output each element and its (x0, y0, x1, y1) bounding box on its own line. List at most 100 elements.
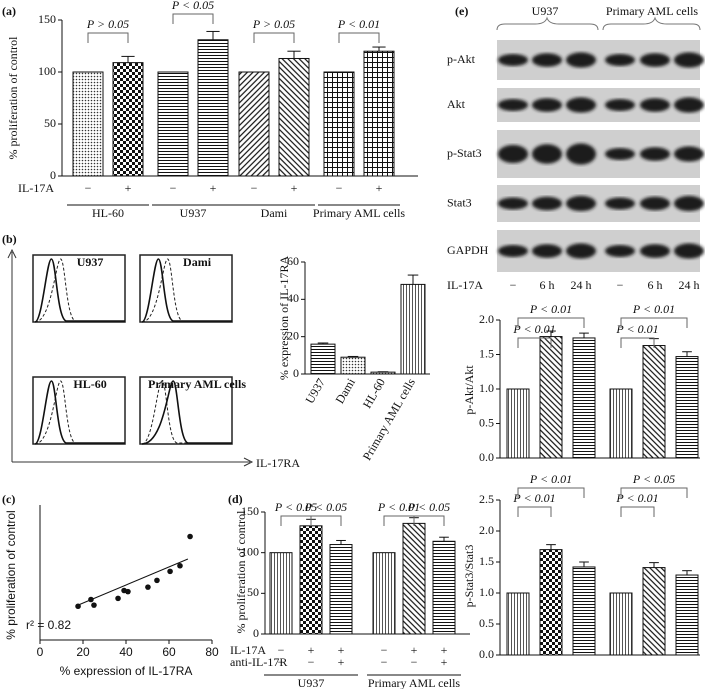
y-tick-label: 0 (253, 626, 259, 640)
blot-band (566, 97, 596, 113)
bar (642, 567, 666, 656)
x-tick-label: 80 (205, 645, 219, 659)
bar (642, 345, 666, 459)
bar (572, 566, 596, 656)
point (91, 602, 97, 608)
bar (363, 50, 395, 177)
bar (323, 71, 355, 177)
point (88, 596, 94, 603)
y-axis-label: p-Stat3/Stat3 (462, 545, 476, 608)
significance: P > 0.05 (86, 17, 129, 31)
condition: + (210, 181, 217, 195)
significance: P < 0.01 (337, 17, 380, 31)
histogram-frame (139, 376, 233, 445)
y-tick-label: 150 (241, 504, 259, 518)
blot-band (674, 97, 704, 113)
histogram-frame (139, 254, 233, 323)
protein-label: p-Stat3 (447, 146, 482, 160)
treatment: 24 h (571, 278, 592, 292)
bracket (172, 13, 214, 24)
blot-band (640, 53, 670, 67)
condition: − (278, 655, 285, 669)
significance: P < 0.05 (304, 500, 347, 514)
y-axis-label: % proliferation of control (4, 510, 18, 639)
blot-band (566, 143, 596, 165)
protein-label: GAPDH (447, 243, 489, 257)
y-tick-label: 2.0 (479, 312, 494, 326)
y-tick-label: 100 (241, 544, 259, 558)
bar (609, 388, 633, 459)
point (115, 595, 121, 602)
flow-y-axis (7, 248, 17, 462)
condition: − (411, 655, 418, 669)
condition-label: IL-17A (18, 181, 54, 195)
group-label: HL-60 (92, 206, 124, 220)
y-tick-label: 0.5 (479, 415, 494, 429)
brace (496, 16, 599, 31)
y-tick-label: 2.0 (479, 523, 494, 537)
bracket (280, 515, 312, 526)
significance: P < 0.01 (512, 491, 555, 505)
blot-band (640, 244, 670, 258)
condition: + (125, 181, 132, 195)
y-tick-label: 100 (38, 64, 56, 78)
bar (609, 592, 633, 656)
y-tick-label: 1.0 (479, 585, 494, 599)
blot-band (605, 197, 635, 210)
condition: − (85, 181, 92, 195)
bar (197, 39, 229, 177)
panel-label: (b) (2, 232, 17, 246)
significance: P < 0.05 (632, 472, 675, 486)
flow-x-axis (12, 457, 254, 467)
point (154, 577, 160, 584)
bracket (338, 32, 380, 43)
blot-band (498, 99, 528, 111)
blot-band (566, 243, 596, 259)
bar (370, 371, 396, 375)
point (145, 584, 151, 590)
bracket (87, 32, 129, 43)
blot-band (532, 144, 562, 164)
bar (157, 71, 189, 177)
bracket (517, 337, 552, 348)
y-tick-label: 1.0 (479, 381, 494, 395)
blot-band (566, 52, 596, 68)
y-tick-label: 0 (293, 366, 299, 380)
protein-label: p-Akt (447, 52, 476, 66)
condition: − (308, 655, 315, 669)
histogram-frame (32, 376, 126, 445)
condition: + (338, 655, 345, 669)
bar (299, 525, 323, 635)
blot-band (532, 98, 562, 112)
bar (238, 71, 270, 177)
x-tick-label: 0 (37, 645, 44, 659)
bar (372, 552, 396, 635)
histogram-frame (32, 254, 126, 323)
blot-band (674, 243, 704, 259)
bar (506, 388, 530, 459)
y-tick-label: 20 (287, 328, 299, 342)
y-tick-label: 40 (287, 291, 299, 305)
x-tick-label: HL-60 (360, 376, 388, 411)
significance: P < 0.01 (529, 472, 572, 486)
significance: P < 0.01 (529, 302, 572, 316)
significance: P < 0.01 (632, 302, 675, 316)
bar (675, 356, 699, 459)
y-tick-label: 1.5 (479, 346, 494, 360)
significance: P < 0.05 (407, 500, 450, 514)
point (75, 603, 81, 610)
point (167, 568, 173, 575)
blot-band (605, 245, 635, 257)
significance: P < 0.01 (615, 322, 658, 336)
flow-x-label: IL-17RA (256, 456, 300, 470)
significance: P > 0.05 (252, 17, 295, 31)
point (187, 533, 193, 540)
condition: + (441, 643, 448, 657)
y-tick-label: 150 (38, 12, 56, 26)
y-tick-label: 0 (50, 168, 56, 182)
x-tick-label: Dami (333, 375, 359, 406)
blot-band (532, 244, 562, 258)
significance: P < 0.01 (615, 491, 658, 505)
blot-band (498, 245, 528, 257)
